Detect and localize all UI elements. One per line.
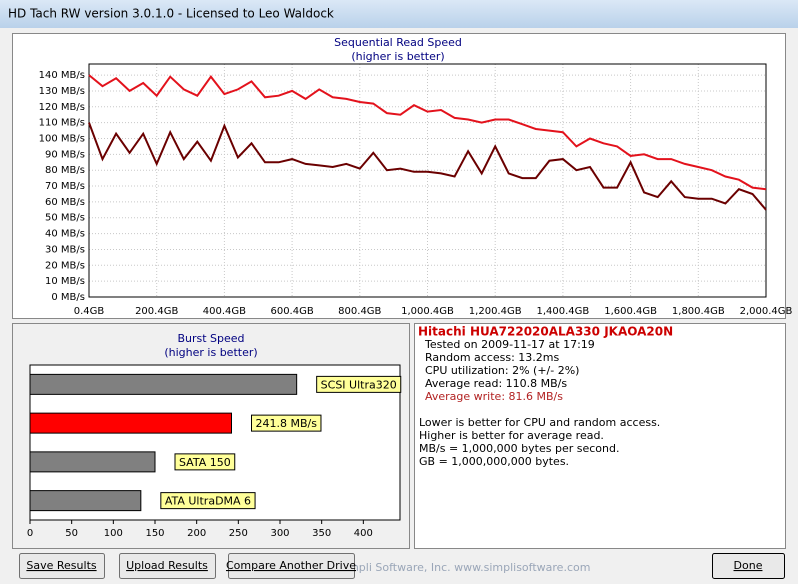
info-line: Average read: 110.8 MB/s	[425, 377, 567, 390]
x-tick-label: 1,200.4GB	[469, 306, 522, 317]
info-line: CPU utilization: 2% (+/- 2%)	[425, 364, 579, 377]
info-note: Lower is better for CPU and random acces…	[419, 416, 660, 429]
y-tick-label: 60 MB/s	[45, 197, 85, 208]
x-tick-label: 200.4GB	[135, 306, 178, 317]
info-panel	[414, 323, 786, 549]
info-line: Random access: 13.2ms	[425, 351, 560, 364]
x-tick-label: 250	[229, 528, 248, 539]
bar-label: SCSI Ultra320	[321, 378, 397, 391]
x-tick-label: 400	[354, 528, 373, 539]
y-tick-label: 50 MB/s	[45, 213, 85, 224]
y-tick-label: 80 MB/s	[45, 165, 85, 176]
button-label[interactable]: Compare Another Drive	[226, 559, 356, 572]
bar-label: SATA 150	[179, 456, 231, 469]
button[interactable]	[19, 553, 105, 579]
info-note: MB/s = 1,000,000 bytes per second.	[419, 442, 619, 455]
x-tick-label: 100	[104, 528, 123, 539]
y-tick-label: 100 MB/s	[39, 133, 85, 144]
x-tick-label: 0.4GB	[74, 306, 105, 317]
bar	[29, 412, 232, 434]
read-panel	[12, 33, 786, 319]
y-tick-label: 110 MB/s	[39, 118, 85, 129]
info-note: GB = 1,000,000,000 bytes.	[419, 455, 569, 468]
y-tick-label: 130 MB/s	[39, 86, 85, 97]
x-tick-label: 300	[270, 528, 289, 539]
button[interactable]	[228, 553, 355, 579]
info-line: Average write: 81.6 MB/s	[425, 390, 563, 403]
y-tick-label: 0 MB/s	[51, 292, 85, 303]
y-tick-label: 90 MB/s	[45, 149, 85, 160]
x-tick-label: 150	[145, 528, 164, 539]
x-tick-label: 50	[65, 528, 78, 539]
info-note: Higher is better for average read.	[419, 429, 604, 442]
x-tick-label: 800.4GB	[338, 306, 381, 317]
bar-label: ATA UltraDMA 6	[165, 495, 251, 508]
x-tick-label: 1,400.4GB	[537, 306, 590, 317]
x-tick-label: 1,600.4GB	[604, 306, 657, 317]
info-line: Tested on 2009-11-17 at 17:19	[424, 338, 595, 351]
title-bar	[0, 0, 798, 28]
button[interactable]	[119, 553, 216, 579]
bar-label-box	[316, 375, 402, 393]
chart-subtitle: (higher is better)	[164, 346, 257, 359]
y-tick-label: 120 MB/s	[39, 102, 85, 113]
chart-subtitle: (higher is better)	[351, 50, 444, 63]
button-label[interactable]: Upload Results	[126, 559, 208, 572]
y-tick-label: 40 MB/s	[45, 229, 85, 240]
x-tick-label: 600.4GB	[270, 306, 313, 317]
y-tick-label: 30 MB/s	[45, 244, 85, 255]
x-tick-label: 200	[187, 528, 206, 539]
x-tick-label: 1,800.4GB	[672, 306, 725, 317]
x-tick-label: 350	[312, 528, 331, 539]
window-title: HD Tach RW version 3.0.1.0 - Licensed to…	[8, 7, 334, 21]
bar-label-box	[174, 453, 236, 471]
line-series	[88, 122, 767, 211]
drive-name: Hitachi HUA722020ALA330 JKAOA20N	[418, 325, 673, 339]
bar-label-box	[251, 414, 322, 432]
button-label[interactable]: Done	[734, 559, 763, 572]
button-label[interactable]: Save Results	[26, 559, 96, 572]
chart-title: Burst Speed	[177, 332, 244, 345]
line-series	[88, 74, 767, 191]
chart-title: Sequential Read Speed	[334, 36, 462, 49]
bar	[29, 373, 298, 395]
plot-frame	[88, 63, 767, 298]
y-tick-label: 10 MB/s	[45, 276, 85, 287]
y-tick-label: 70 MB/s	[45, 181, 85, 192]
bar	[29, 451, 156, 473]
button[interactable]	[712, 553, 785, 579]
bar-label: 241.8 MB/s	[256, 417, 318, 430]
y-tick-label: 140 MB/s	[39, 70, 85, 81]
bar-label-box	[160, 492, 256, 510]
x-tick-label: 1,000.4GB	[401, 306, 454, 317]
x-tick-label: 400.4GB	[203, 306, 246, 317]
y-tick-label: 20 MB/s	[45, 260, 85, 271]
x-tick-label: 2,000.4GB	[740, 306, 793, 317]
x-tick-label: 0	[27, 528, 33, 539]
bar	[29, 490, 142, 512]
